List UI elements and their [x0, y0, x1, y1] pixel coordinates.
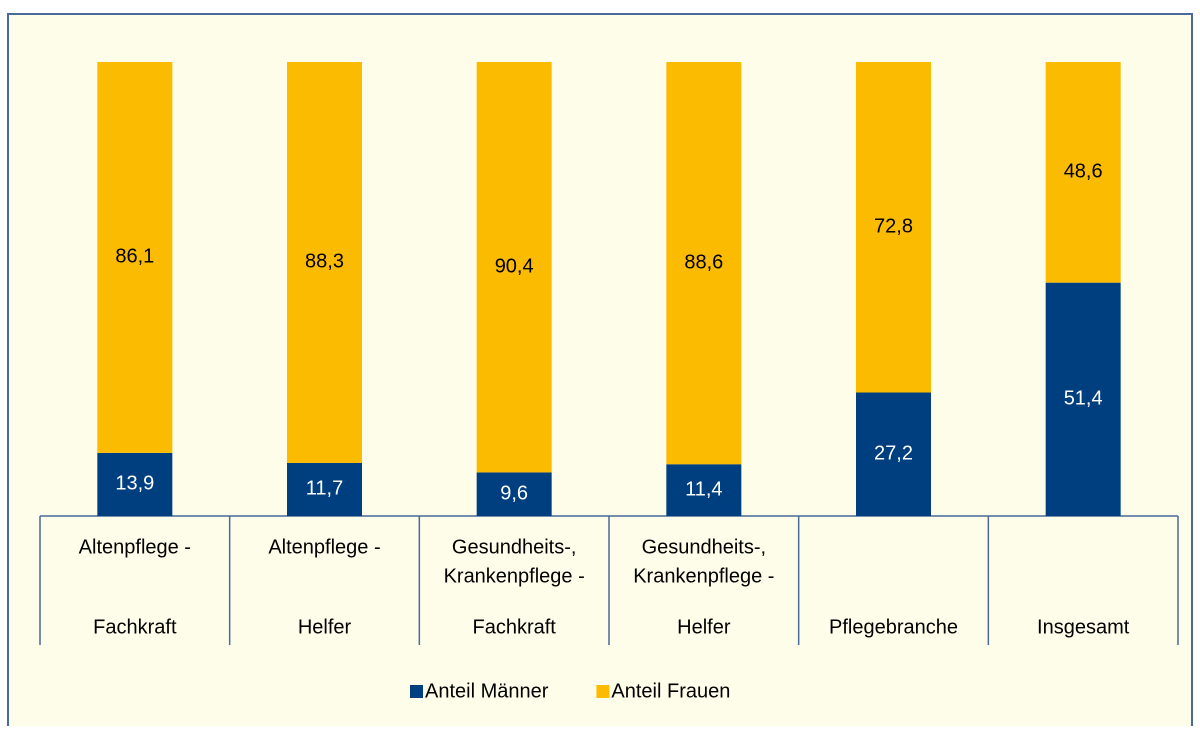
- x-tick-label: Helfer: [677, 616, 731, 638]
- x-tick-label: Insgesamt: [1037, 616, 1130, 638]
- value-label: 48,6: [1064, 161, 1103, 183]
- legend-label: Anteil Männer: [425, 680, 549, 702]
- value-label: 72,8: [874, 216, 913, 238]
- bar-segment: [1045, 62, 1121, 283]
- bar-segment: [97, 452, 173, 516]
- bar-segment: [856, 392, 931, 516]
- bar-segment: [666, 62, 742, 465]
- value-label: 11,4: [685, 478, 722, 500]
- x-tick-label: Fachkraft: [93, 616, 177, 638]
- value-label: 9,6: [500, 482, 528, 504]
- x-tick-label: Gesundheits-,: [452, 536, 577, 558]
- legend-swatch: [596, 685, 610, 698]
- x-tick-label: Gesundheits-,: [642, 536, 767, 558]
- value-label: 90,4: [495, 255, 534, 277]
- bar-segment: [476, 62, 552, 473]
- value-label: 88,6: [684, 251, 723, 273]
- x-tick-label: Pflegebranche: [829, 616, 958, 638]
- bar-segment: [97, 62, 173, 453]
- x-tick-label: Krankenpflege -: [444, 565, 585, 587]
- legend-swatch: [410, 685, 423, 698]
- value-label: 11,7: [306, 478, 343, 500]
- x-tick-label: Altenpflege -: [79, 536, 191, 558]
- value-label: 27,2: [874, 443, 913, 465]
- bar-segment: [666, 464, 742, 516]
- value-label: 13,9: [115, 473, 154, 495]
- x-tick-label: Fachkraft: [472, 616, 556, 638]
- x-tick-label: Helfer: [298, 616, 352, 638]
- bar-segment: [476, 472, 552, 516]
- value-label: 51,4: [1064, 388, 1103, 410]
- value-label: 86,1: [115, 246, 154, 268]
- bar-segment: [856, 62, 931, 393]
- value-label: 88,3: [305, 251, 344, 273]
- x-tick-label: Altenpflege -: [268, 536, 380, 558]
- chart-frame: [7, 13, 1193, 731]
- bar-segment: [287, 62, 362, 463]
- bar-segment: [287, 462, 362, 516]
- bar-segment: [1045, 282, 1121, 516]
- legend-label: Anteil Frauen: [611, 680, 730, 702]
- x-tick-label: Krankenpflege -: [633, 565, 774, 587]
